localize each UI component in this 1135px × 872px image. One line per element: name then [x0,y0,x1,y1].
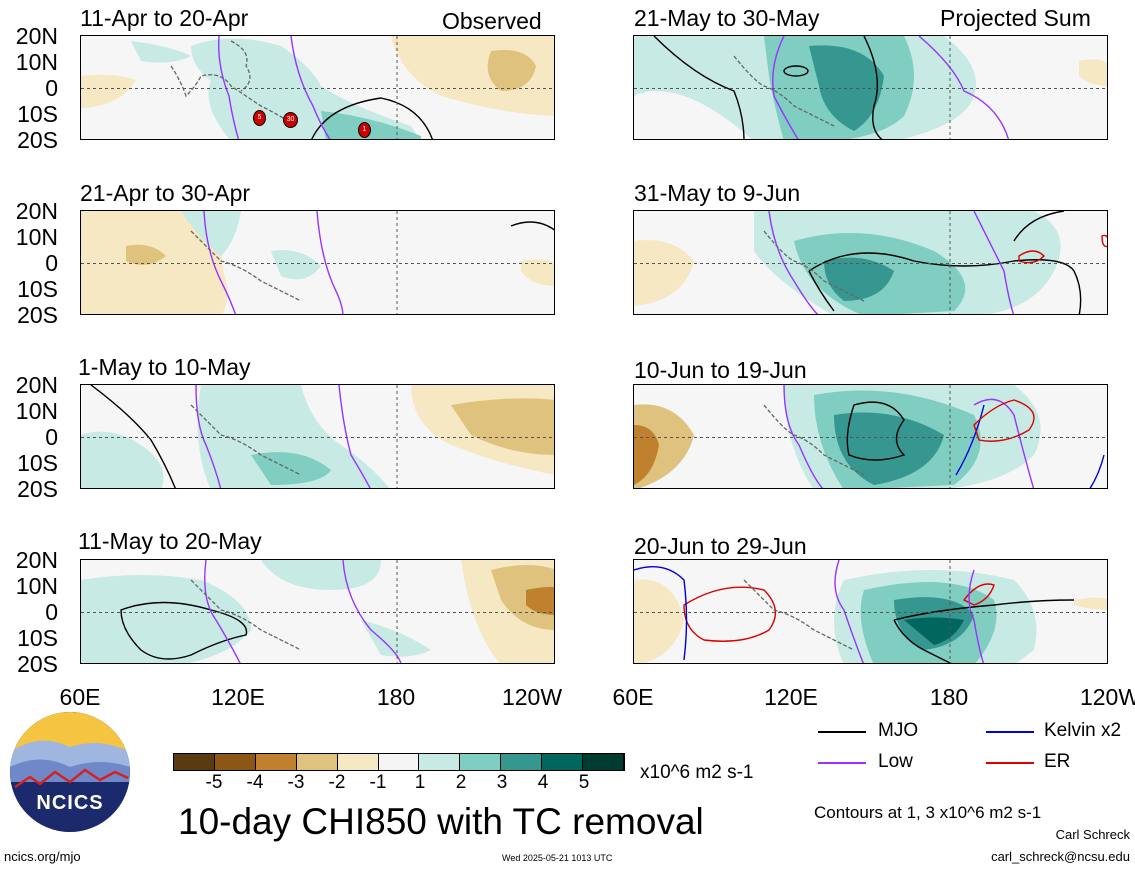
map-panel-apr11: 5 30 1 [80,35,555,140]
colorbar-tick: 3 [496,772,508,793]
timestamp: Wed 2025-05-21 1013 UTC [502,853,613,863]
lat-label: 20S [17,127,58,153]
lat-label: 0 [45,424,58,450]
map-panel-may11 [80,559,555,664]
author-email[interactable]: carl_schreck@ncsu.edu [991,849,1130,864]
colorbar-tick: 4 [537,772,549,793]
colorbar-swatch [255,754,297,770]
legend-mjo: MJO [878,720,919,741]
site-link[interactable]: ncics.org/mjo [4,849,81,864]
map-panel-jun10 [633,384,1108,489]
panel-title-4: 31-May to 9-Jun [634,180,801,206]
legend-low: Low [878,751,913,772]
map-panel-may1 [80,384,555,489]
panel-title-3: 21-Apr to 30-Apr [80,180,251,206]
mountains-icon [10,712,130,832]
logo-text: NCICS [36,792,104,814]
panel-note-projected: Projected Sum [940,5,1091,31]
colorbar-swatch [337,754,379,770]
lat-label: 0 [45,75,58,101]
panel-title-1: 11-Apr to 20-Apr [80,5,249,31]
colorbar-swatch [296,754,338,770]
lon-label: 60E [59,684,101,710]
contour-note: Contours at 1, 3 x10^6 m2 s-1 [814,803,1042,822]
ncics-logo: NCICS [10,712,130,832]
lat-label: 20S [17,651,58,677]
panel-title-7: 11-May to 20-May [78,528,262,554]
lon-label: 120E [211,684,265,710]
lat-label: 20N [15,198,58,224]
colorbar-tick: 2 [455,772,467,793]
lat-label: 10N [15,398,58,424]
mjo-line-swatch [818,731,866,733]
panel-title-8: 20-Jun to 29-Jun [634,533,807,559]
lat-label: 20S [17,302,58,328]
panel-title-2: 21-May to 30-May [634,5,820,31]
lat-label: 10S [17,276,58,302]
lat-label: 20N [15,23,58,49]
main-title: 10-day CHI850 with TC removal [178,801,704,842]
panel-title-5: 1-May to 10-May [78,354,251,380]
map-panel-may31 [633,210,1108,315]
legend-er: ER [1044,751,1071,772]
colorbar-swatch [174,754,215,770]
colorbar-tick: -4 [246,772,264,793]
colorbar-swatch [583,754,624,770]
colorbar-tick: -2 [328,772,346,793]
map-panel-jun20 [633,559,1108,664]
lon-label: 180 [929,684,969,710]
colorbar-swatch [214,754,256,770]
colorbar-tick: -3 [287,772,305,793]
kelvin-line-swatch [986,731,1034,733]
author-name: Carl Schreck [1055,827,1130,842]
colorbar [173,753,625,771]
lon-label: 60E [612,684,654,710]
lat-label: 10N [15,573,58,599]
legend-kelvin: Kelvin x2 [1044,720,1122,741]
colorbar-swatch [419,754,461,770]
lon-label: 120E [764,684,818,710]
colorbar-swatch [378,754,420,770]
lat-label: 0 [45,599,58,625]
lat-label: 10S [17,450,58,476]
colorbar-tick: -5 [205,772,223,793]
colorbar-tick: 1 [414,772,426,793]
lat-label: 20S [17,476,58,502]
lat-label: 20N [15,372,58,398]
lon-label: 180 [376,684,416,710]
panel-note-observed: Observed [442,8,542,34]
lat-label: 20N [15,547,58,573]
lat-label: 10S [17,625,58,651]
colorbar-swatch [501,754,543,770]
panel-title-6: 10-Jun to 19-Jun [634,357,807,383]
lat-label: 0 [45,250,58,276]
colorbar-tick: 5 [578,772,590,793]
colorbar-swatch [542,754,584,770]
low-line-swatch [818,762,866,764]
lat-label: 10S [17,101,58,127]
tc-marker-icon: 5 [253,110,266,126]
tc-marker-icon: 30 [283,112,298,128]
lon-label: 120W [501,684,563,710]
colorbar-units: x10^6 m2 s-1 [640,762,754,783]
lon-label: 120W [1079,684,1135,710]
map-panel-apr21 [80,210,555,315]
colorbar-tick: -1 [369,772,387,793]
map-panel-may21 [633,35,1108,140]
er-line-swatch [986,762,1034,764]
lat-label: 10N [15,224,58,250]
colorbar-swatch [460,754,502,770]
tc-marker-icon: 1 [358,122,371,138]
lat-label: 10N [15,49,58,75]
